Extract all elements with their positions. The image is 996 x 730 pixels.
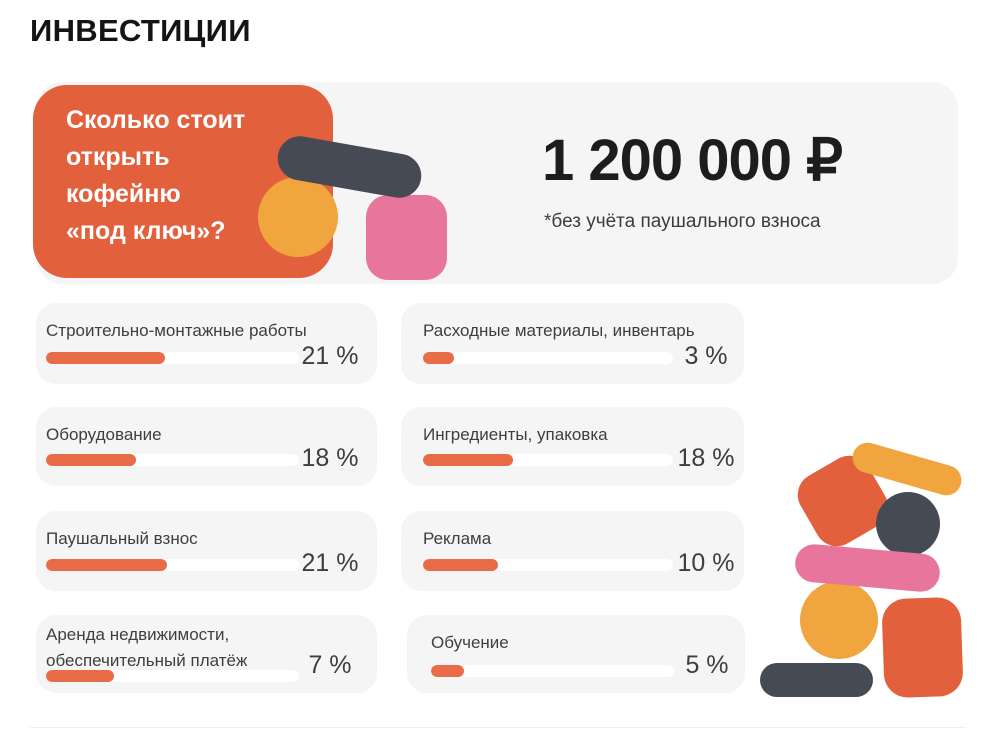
- progress-fill: [431, 665, 464, 677]
- cost-item-percent: 7 %: [308, 651, 352, 679]
- cost-item-card: Обучение 5 %: [407, 615, 745, 693]
- progress-fill: [423, 559, 498, 571]
- progress-fill: [46, 559, 168, 571]
- hero-question-text: Сколько стоит открыть кофейню «под ключ»…: [66, 106, 246, 245]
- cost-item-label: Обучение: [431, 633, 509, 652]
- progress-fill: [423, 454, 513, 466]
- cost-item-card: Оборудование 18 %: [36, 407, 377, 486]
- decor-yellow-circle: [258, 177, 338, 257]
- cost-item-label: Строительно-монтажные работы: [46, 321, 307, 340]
- progress-track: [46, 559, 299, 571]
- decor-dark-bar-bottom: [760, 663, 873, 697]
- decor-orange-square-bottom: [881, 596, 964, 699]
- progress-fill: [46, 352, 165, 364]
- progress-track: [423, 454, 673, 466]
- cost-item-percent: 18 %: [301, 444, 359, 472]
- page-title: ИНВЕСТИЦИИ: [30, 13, 251, 48]
- cost-item-percent: 18 %: [677, 444, 735, 472]
- decor-dark-circle: [876, 492, 940, 556]
- cost-item-percent: 21 %: [301, 342, 359, 370]
- decor-pink-square: [366, 195, 447, 280]
- progress-track: [46, 352, 299, 364]
- cost-item-label: Ингредиенты, упаковка: [423, 425, 608, 444]
- cost-item-label: Паушальный взнос: [46, 529, 198, 548]
- cost-item-label: Аренда недвижимости, обеспечительный пла…: [46, 625, 248, 670]
- price-footnote: *без учёта паушального взноса: [544, 211, 821, 232]
- bottom-divider: [30, 727, 966, 728]
- cost-item-percent: 10 %: [677, 549, 735, 577]
- cost-item-card: Ингредиенты, упаковка 18 %: [401, 407, 744, 486]
- cost-item-percent: 3 %: [684, 342, 728, 370]
- progress-fill: [423, 352, 455, 364]
- cost-item-card: Расходные материалы, инвентарь 3 %: [401, 303, 744, 384]
- progress-track: [423, 352, 673, 364]
- progress-track: [46, 670, 299, 682]
- decor-yellow-circle-bottom: [800, 581, 878, 659]
- cost-item-label: Расходные материалы, инвентарь: [423, 321, 695, 340]
- progress-track: [431, 665, 674, 677]
- progress-track: [46, 454, 299, 466]
- cost-item-percent: 5 %: [685, 651, 729, 679]
- cost-item-card: Паушальный взнос 21 %: [36, 511, 377, 591]
- decor-block-stack: [758, 425, 965, 699]
- progress-track: [423, 559, 673, 571]
- cost-item-card: Аренда недвижимости, обеспечительный пла…: [36, 615, 377, 693]
- progress-fill: [46, 454, 136, 466]
- progress-fill: [46, 670, 115, 682]
- cost-item-percent: 21 %: [301, 549, 359, 577]
- cost-item-label: Оборудование: [46, 425, 162, 444]
- cost-item-card: Строительно-монтажные работы 21 %: [36, 303, 377, 384]
- cost-item-label: Реклама: [423, 529, 492, 548]
- cost-item-card: Реклама 10 %: [401, 511, 744, 591]
- total-price: 1 200 000 ₽: [542, 128, 843, 193]
